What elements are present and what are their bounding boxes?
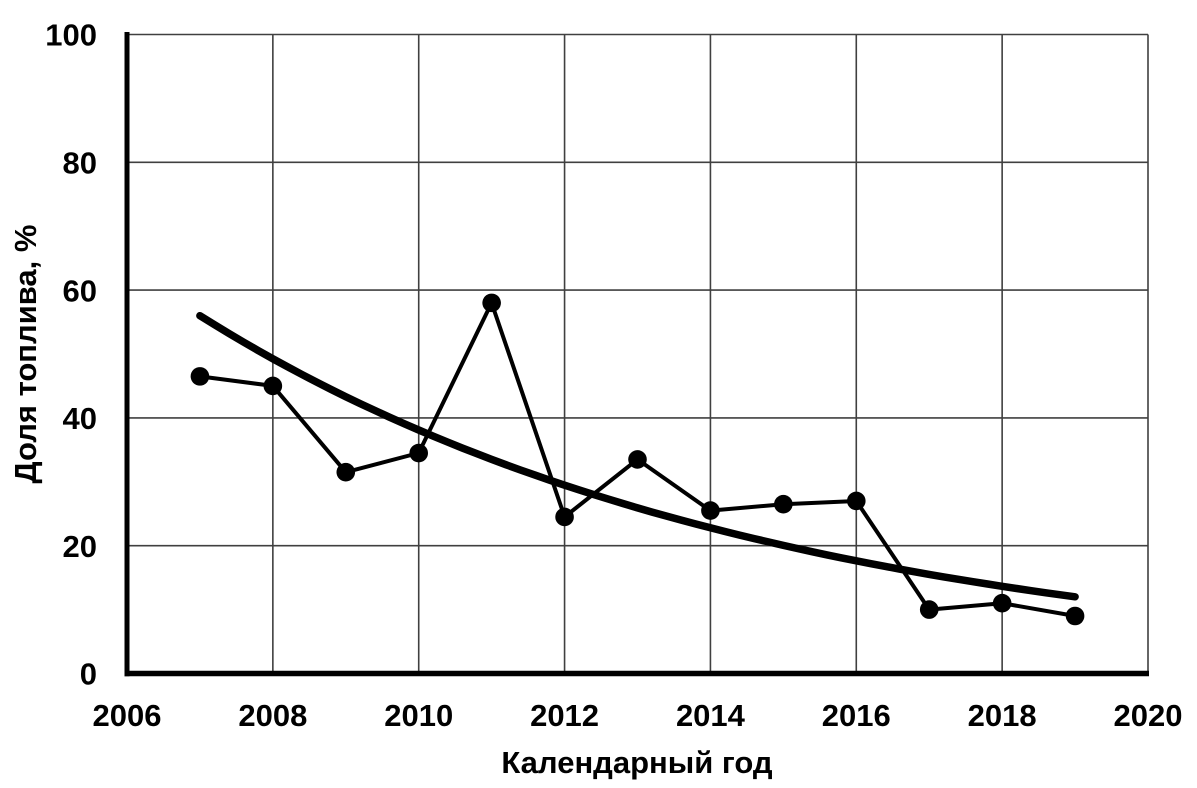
data-point-2015 bbox=[774, 494, 793, 514]
data-point-2009 bbox=[336, 462, 356, 482]
y-tick-label-60: 60 bbox=[63, 273, 97, 308]
data-point-2018 bbox=[992, 593, 1012, 613]
data-series bbox=[190, 293, 1085, 626]
trend-path bbox=[196, 311, 1079, 601]
y-tick-label-80: 80 bbox=[63, 145, 97, 180]
x-axis-title: Календарный год bbox=[501, 745, 773, 780]
data-point-2011 bbox=[482, 293, 501, 313]
axes bbox=[124, 32, 1149, 677]
x-tick-label-2008: 2008 bbox=[238, 698, 307, 733]
y-axis-title: Доля топлива, % bbox=[8, 225, 43, 484]
data-point-2007 bbox=[190, 367, 210, 386]
x-tick-label-2012: 2012 bbox=[530, 698, 599, 733]
y-tick-label-40: 40 bbox=[63, 401, 97, 436]
data-point-2014 bbox=[701, 501, 720, 520]
trend-curve bbox=[196, 311, 1079, 601]
data-point-2013 bbox=[628, 450, 647, 469]
y-tick-label-0: 0 bbox=[80, 657, 97, 692]
data-point-2012 bbox=[555, 507, 574, 527]
data-point-2019 bbox=[1065, 606, 1085, 626]
data-point-2010 bbox=[409, 443, 429, 463]
data-point-2008 bbox=[263, 376, 283, 396]
x-tick-label-2014: 2014 bbox=[676, 698, 746, 733]
x-tick-label-2020: 2020 bbox=[1114, 698, 1183, 733]
y-tick-label-20: 20 bbox=[63, 529, 97, 564]
data-point-2016 bbox=[846, 491, 866, 511]
x-tick-label-2006: 2006 bbox=[93, 698, 162, 733]
y-tick-label-100: 100 bbox=[45, 18, 97, 53]
gridlines bbox=[127, 33, 1149, 674]
data-point-2017 bbox=[919, 600, 939, 619]
x-tick-label-2016: 2016 bbox=[822, 698, 891, 733]
x-tick-label-2010: 2010 bbox=[384, 698, 453, 733]
x-tick-label-2018: 2018 bbox=[968, 698, 1037, 733]
tick-labels: 0 20 40 60 80 100 2006 2008 2010 2012 2014 2016 2018… bbox=[45, 18, 1182, 733]
